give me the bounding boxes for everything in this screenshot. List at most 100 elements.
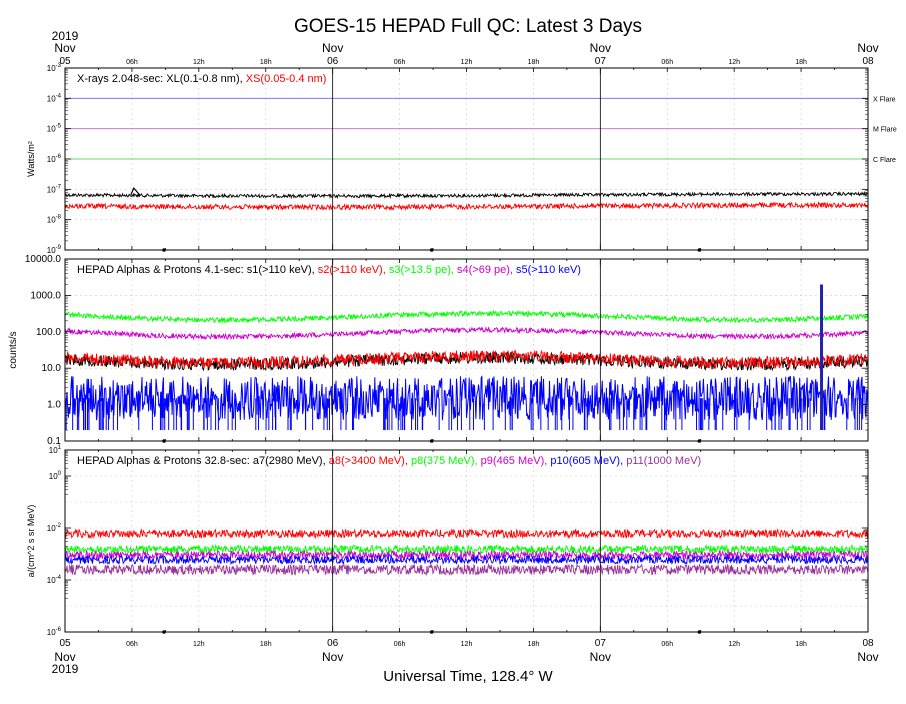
top-month-label: Nov xyxy=(54,41,75,55)
flare-threshold-label: C Flare xyxy=(873,157,896,164)
series-trace xyxy=(64,543,869,555)
bottom-day-label: 07 xyxy=(595,638,607,649)
bottom-hour-label: 06h xyxy=(394,641,406,648)
legend-series-label: s3(>13.5 pe), xyxy=(389,264,457,276)
top-month-label: Nov xyxy=(322,41,343,55)
y-tick-label: 100 xyxy=(49,471,62,481)
xray-event-spike xyxy=(130,186,141,196)
legend-series-label: s2(>110 keV), xyxy=(318,264,389,276)
bottom-day-label: 06 xyxy=(327,638,339,649)
top-hour-label: 06h xyxy=(394,59,406,66)
y-axis-label: a/(cm^2 s sr MeV) xyxy=(26,505,36,578)
legend-series-label: a7(2980 MeV), xyxy=(253,455,329,467)
series-trace xyxy=(64,349,869,370)
legend-series-label: s5(>110 keV) xyxy=(516,264,581,276)
y-tick-label: 10-7 xyxy=(47,184,62,194)
top-hour-label: 18h xyxy=(795,59,807,66)
flare-threshold-label: X Flare xyxy=(873,96,896,103)
y-axis-label: counts/s xyxy=(8,331,19,368)
legend-series-label: XL(0.1-0.8 nm), xyxy=(166,73,245,85)
y-tick-label: 10-9 xyxy=(47,245,62,255)
series-trace xyxy=(64,562,869,576)
day-marker xyxy=(697,630,702,634)
y-tick-label: 10-8 xyxy=(47,215,62,225)
bottom-hour-label: 12h xyxy=(193,641,205,648)
top-month-label: Nov xyxy=(857,41,878,55)
bottom-month-label: Nov xyxy=(857,650,878,664)
bottom-hour-label: 12h xyxy=(461,641,473,648)
bottom-hour-label: 06h xyxy=(661,641,673,648)
top-hour-label: 06h xyxy=(661,59,673,66)
bottom-hour-label: 18h xyxy=(795,641,807,648)
y-tick-label: 1.0 xyxy=(47,400,61,411)
panel-legend: X-rays 2.048-sec: XL(0.1-0.8 nm), XS(0.0… xyxy=(77,73,326,85)
top-month-label: Nov xyxy=(590,41,611,55)
y-tick-label: 101 xyxy=(49,445,62,455)
y-tick-label: 10-6 xyxy=(47,627,62,637)
series-trace xyxy=(64,528,869,540)
day-marker xyxy=(429,630,434,634)
y-tick-label: 1000.0 xyxy=(30,290,61,301)
chart-title: GOES-15 HEPAD Full QC: Latest 3 Days xyxy=(294,16,642,37)
bottom-month-label: Nov xyxy=(590,650,611,664)
y-tick-label: 10-4 xyxy=(47,93,62,103)
y-tick-label: 0.1 xyxy=(47,436,61,447)
bottom-hour-label: 18h xyxy=(260,641,272,648)
y-tick-label: 100.0 xyxy=(36,327,61,338)
top-day-label: 08 xyxy=(862,56,874,67)
series-trace xyxy=(64,190,869,200)
y-tick-label: 10-5 xyxy=(47,124,62,134)
series-trace xyxy=(64,309,869,324)
y-tick-label: 10-2 xyxy=(47,523,62,533)
top-hour-label: 18h xyxy=(528,59,540,66)
day-marker xyxy=(162,439,166,443)
day-marker xyxy=(429,439,434,443)
bottom-month-label: Nov xyxy=(54,650,75,664)
panel-legend: HEPAD Alphas & Protons 32.8-sec: a7(2980… xyxy=(77,455,701,467)
day-marker xyxy=(429,248,434,252)
legend-series-label: XS(0.05-0.4 nm) xyxy=(246,73,327,85)
series-trace xyxy=(64,554,869,566)
legend-series-label: p10(605 MeV), xyxy=(550,455,626,467)
legend-series-label: a8(>3400 MeV), xyxy=(329,455,411,467)
legend-series-label: p8(375 MeV), xyxy=(411,455,481,467)
y-tick-label: 10-6 xyxy=(47,154,62,164)
top-hour-label: 18h xyxy=(260,59,272,66)
top-year-label: 2019 xyxy=(52,29,79,43)
x-axis-label: Universal Time, 128.4° W xyxy=(383,668,553,685)
top-hour-label: 12h xyxy=(193,59,205,66)
day-marker xyxy=(162,630,166,634)
bottom-hour-label: 18h xyxy=(528,641,540,648)
bottom-hour-label: 12h xyxy=(728,641,740,648)
top-day-label: 05 xyxy=(59,56,71,67)
bottom-year-label: 2019 xyxy=(52,662,79,676)
panel-legend: HEPAD Alphas & Protons 4.1-sec: s1(>110 … xyxy=(77,264,581,276)
series-trace xyxy=(64,201,869,211)
legend-series-label: s1(>110 keV), xyxy=(247,264,318,276)
day-marker xyxy=(697,248,702,252)
legend-series-label: s4(>69 pe), xyxy=(457,264,516,276)
top-day-label: 06 xyxy=(327,56,339,67)
series-trace xyxy=(64,326,869,341)
top-hour-label: 12h xyxy=(461,59,473,66)
panel-2: 10000.0 1000.0 100.0 10.0 1.0 0.1 counts/s HEPA… xyxy=(8,254,869,447)
series-trace xyxy=(64,549,869,561)
y-tick-label: 10.0 xyxy=(42,363,62,374)
day-marker xyxy=(162,248,166,252)
bottom-hour-label: 06h xyxy=(126,641,138,648)
flare-threshold-label: M Flare xyxy=(873,127,897,134)
bottom-month-label: Nov xyxy=(322,650,343,664)
y-tick-label: 10-3 xyxy=(47,63,62,73)
legend-series-label: p9(465 MeV), xyxy=(481,455,551,467)
y-tick-label: 10-4 xyxy=(47,575,62,585)
